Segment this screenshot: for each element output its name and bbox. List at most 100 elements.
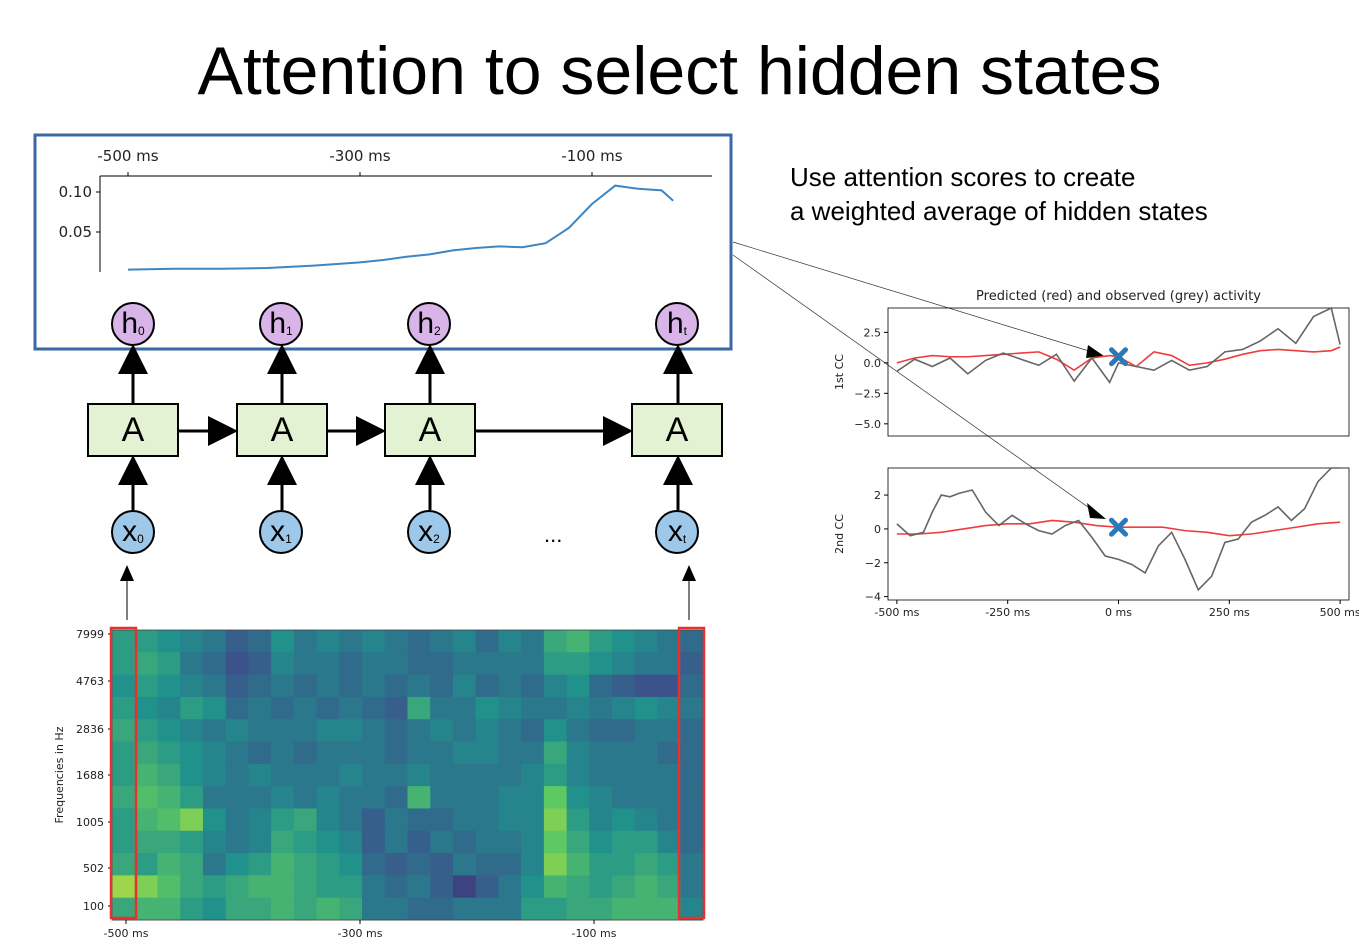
spectrogram-cell xyxy=(521,652,545,676)
connector-arrowhead-1 xyxy=(1086,345,1104,358)
spectrogram-cell xyxy=(634,786,659,809)
spectrogram-cell xyxy=(680,652,704,676)
spectrogram-cell xyxy=(566,786,590,809)
spectrogram-cell xyxy=(134,875,158,899)
spectrogram-cell xyxy=(680,630,704,653)
spectrogram-cell xyxy=(657,674,681,698)
spectrogram-cell xyxy=(543,719,568,743)
spectrogram-cell xyxy=(339,786,363,809)
spectrogram-cell xyxy=(452,897,477,921)
spectrogram-cell xyxy=(452,875,477,899)
spectrogram-cell xyxy=(612,853,636,876)
spectrogram-cell xyxy=(521,853,545,876)
spectrogram-cell xyxy=(202,696,227,720)
spectrogram-cell xyxy=(680,674,704,698)
spectrogram-cell xyxy=(157,875,181,899)
spectrogram-cell xyxy=(271,741,295,765)
spectrogram-cell xyxy=(134,786,158,809)
spectrogram-cell xyxy=(657,763,681,787)
input-node-1: x1 xyxy=(259,510,303,554)
cc2-y-tick-label: 0 xyxy=(874,523,881,536)
spectrogram-cell xyxy=(339,630,363,653)
spectrogram-cell xyxy=(339,808,363,832)
cc2-x-tick-label: 0 ms xyxy=(1105,606,1132,619)
spectrogram-cell xyxy=(384,763,408,787)
spectrogram-cell xyxy=(680,763,704,787)
spectrogram-cell xyxy=(634,741,659,765)
spectrogram-cell xyxy=(225,674,249,698)
spectrogram-cell xyxy=(589,897,613,921)
spectrogram-cell xyxy=(612,875,636,899)
first-frame-highlight xyxy=(109,626,138,920)
note-line-2: a weighted average of hidden states xyxy=(790,196,1208,226)
spectrogram-cell xyxy=(498,652,522,676)
spectrogram-cell xyxy=(316,741,340,765)
spectrogram-cell xyxy=(589,652,613,676)
spectrogram-cell xyxy=(293,875,318,899)
spectrogram-cell xyxy=(157,630,181,653)
spectrogram-cell xyxy=(225,741,249,765)
cell-label-1: A xyxy=(270,410,294,449)
spectrogram-cell xyxy=(248,897,272,921)
spectrogram-cell xyxy=(339,741,363,765)
spectro-to-input-arrowhead-0 xyxy=(120,565,134,581)
spectrogram-cell xyxy=(293,897,318,921)
att-x-tick-label: -300 ms xyxy=(329,147,390,165)
spectrogram-cell xyxy=(589,630,613,653)
spectrogram-cell xyxy=(112,652,136,676)
spectrogram-cell xyxy=(316,674,340,698)
spectrogram-cell xyxy=(566,897,590,921)
spectrogram-cell xyxy=(362,741,386,765)
spectrogram-cell xyxy=(293,630,318,653)
spectrogram-cell xyxy=(521,630,545,653)
spectrogram-cell xyxy=(612,763,636,787)
spectrogram-cell xyxy=(180,763,204,787)
spectrogram-cell xyxy=(430,875,454,899)
spectrogram-cell xyxy=(362,652,386,676)
spectrogram-cell xyxy=(657,830,681,854)
spectrogram-cell xyxy=(634,719,659,743)
cc2-y-tick-label: −4 xyxy=(865,591,881,604)
spectrogram-cell xyxy=(339,674,363,698)
spectrogram-cell xyxy=(316,630,340,653)
spectrogram-cell xyxy=(248,674,272,698)
cc2-frame xyxy=(887,467,1350,601)
spectrogram-cell xyxy=(248,696,272,720)
cc1-frame xyxy=(887,307,1350,437)
spectrogram-cell xyxy=(180,786,204,809)
spectrogram-cell xyxy=(407,875,431,899)
spectrogram-cell xyxy=(134,830,158,854)
spectrogram-cell xyxy=(634,808,659,832)
spectrogram-cell xyxy=(180,875,204,899)
spectrogram-cell xyxy=(112,875,136,899)
spectrogram-cell xyxy=(157,652,181,676)
spectrogram-cell xyxy=(384,808,408,832)
spectrogram-cell xyxy=(407,786,431,809)
last-frame-highlight xyxy=(677,626,706,920)
spectrogram-cell xyxy=(521,741,545,765)
spectrogram-cell xyxy=(543,853,568,876)
spectrogram-cell xyxy=(566,763,590,787)
spectrogram-cell xyxy=(112,674,136,698)
spectrogram-cell xyxy=(293,696,318,720)
spectrogram-cell xyxy=(589,763,613,787)
spectrogram-cell xyxy=(452,674,477,698)
spectrogram-cell xyxy=(634,652,659,676)
spectrogram-cell xyxy=(384,696,408,720)
spectrogram-cell xyxy=(271,763,295,787)
spectrogram-cell xyxy=(293,719,318,743)
spectrogram-cell xyxy=(271,786,295,809)
cc2-x-tick-label: 500 ms xyxy=(1320,606,1359,619)
spectro-y-tick-label: 100 xyxy=(83,900,104,913)
spectrogram-cell xyxy=(225,808,249,832)
spectrogram-cell xyxy=(566,808,590,832)
spectrogram-cell xyxy=(566,652,590,676)
spectrogram-cell xyxy=(657,696,681,720)
spectrogram-cell xyxy=(134,696,158,720)
spectrogram-cell xyxy=(657,741,681,765)
spectrogram-cell xyxy=(225,786,249,809)
spectrogram-cell xyxy=(248,763,272,787)
spectrogram-cell xyxy=(430,808,454,832)
spectrogram-cell xyxy=(202,897,227,921)
